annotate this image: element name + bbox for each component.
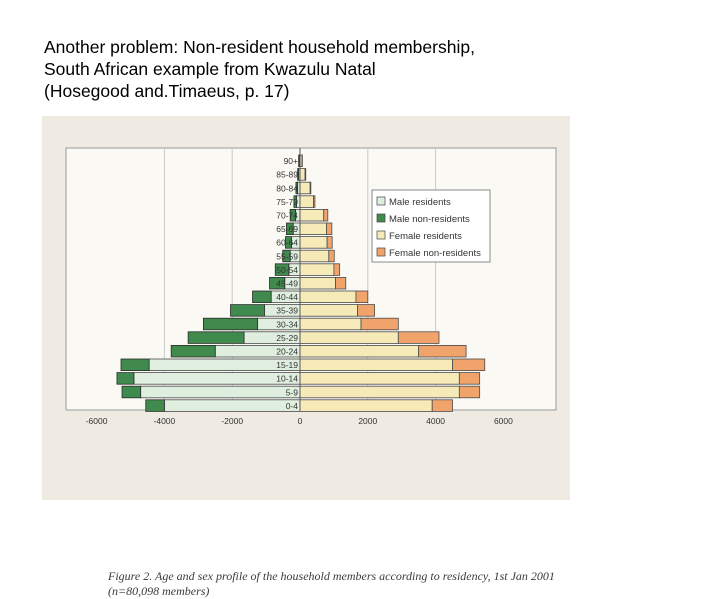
age-group-label: 5-9: [286, 387, 299, 397]
bar-male-residents: [134, 373, 300, 385]
bar-male-nonresidents: [171, 345, 215, 357]
legend-entry: Female residents: [389, 231, 462, 242]
figure-caption-line-2: (n=80,098 members): [108, 584, 598, 599]
bar-female-nonresidents: [432, 400, 452, 412]
bar-female-residents: [300, 386, 459, 398]
age-group-label: 10-14: [276, 374, 298, 384]
legend-entry: Male residents: [389, 197, 451, 208]
age-group-label: 70-74: [276, 211, 298, 221]
bar-female-nonresidents: [324, 209, 328, 221]
bar-female-nonresidents: [327, 237, 332, 249]
bar-female-residents: [300, 318, 361, 330]
figure-caption: Figure 2. Age and sex profile of the hou…: [108, 569, 598, 599]
bar-female-nonresidents: [336, 277, 346, 289]
bar-female-residents: [300, 332, 398, 344]
bar-female-nonresidents: [314, 196, 315, 208]
bar-female-nonresidents: [334, 264, 340, 276]
age-group-label: 90+: [284, 156, 298, 166]
age-group-label: 50-54: [276, 265, 298, 275]
x-tick-label: 2000: [358, 416, 377, 426]
bar-female-nonresidents: [453, 359, 485, 371]
age-group-label: 85-89: [276, 170, 298, 180]
bar-male-nonresidents: [146, 400, 165, 412]
bar-female-residents: [300, 209, 324, 221]
bar-female-residents: [300, 264, 334, 276]
age-group-label: 80-84: [276, 183, 298, 193]
bar-male-nonresidents: [122, 386, 141, 398]
bar-male-nonresidents: [188, 332, 244, 344]
age-group-label: 0-4: [286, 401, 299, 411]
bar-female-residents: [300, 345, 419, 357]
bar-female-residents: [300, 223, 326, 235]
bar-female-residents: [300, 182, 310, 194]
bar-male-nonresidents: [299, 155, 300, 167]
bar-female-nonresidents: [398, 332, 439, 344]
bar-female-nonresidents: [305, 169, 306, 181]
age-group-label: 45-49: [276, 279, 298, 289]
age-group-label: 25-29: [276, 333, 298, 343]
bar-female-residents: [300, 250, 329, 262]
bar-female-nonresidents: [459, 386, 479, 398]
bar-female-nonresidents: [329, 250, 334, 262]
legend-swatch: [377, 231, 385, 239]
age-group-label: 75-79: [276, 197, 298, 207]
population-pyramid-chart: 0-4 5-9 10-14 15-19 20-24 25-29 30-34 35-39 40-4…: [42, 116, 570, 500]
figure-caption-line-1: Figure 2. Age and sex profile of the hou…: [108, 569, 598, 584]
bar-female-residents: [300, 169, 305, 181]
legend-entry: Female non-residents: [389, 248, 481, 259]
bar-female-residents: [300, 277, 336, 289]
bar-female-nonresidents: [459, 373, 479, 385]
bar-female-nonresidents: [326, 223, 331, 235]
bar-female-residents: [300, 196, 314, 208]
bar-male-nonresidents: [117, 373, 134, 385]
bar-male-nonresidents: [231, 305, 265, 317]
bar-female-nonresidents: [419, 345, 466, 357]
bar-male-residents: [141, 386, 300, 398]
x-tick-label: -6000: [86, 416, 108, 426]
x-tick-label: 6000: [494, 416, 513, 426]
legend-entry: Male non-residents: [389, 214, 470, 225]
age-group-label: 15-19: [276, 360, 298, 370]
x-tick-label: 4000: [426, 416, 445, 426]
age-group-label: 35-39: [276, 306, 298, 316]
legend-swatch: [377, 214, 385, 222]
bar-female-nonresidents: [361, 318, 398, 330]
bar-female-residents: [300, 400, 432, 412]
bar-female-residents: [300, 373, 459, 385]
age-group-label: 40-44: [276, 292, 298, 302]
scanned-figure: 0-4 5-9 10-14 15-19 20-24 25-29 30-34 35-39 40-4…: [42, 116, 570, 500]
legend-swatch: [377, 197, 385, 205]
bar-female-nonresidents: [356, 291, 368, 303]
x-tick-label: 0: [298, 416, 303, 426]
legend-swatch: [377, 248, 385, 256]
age-group-label: 55-59: [276, 251, 298, 261]
x-tick-label: -4000: [154, 416, 176, 426]
age-group-label: 30-34: [276, 319, 298, 329]
age-group-label: 65-69: [276, 224, 298, 234]
bar-male-nonresidents: [203, 318, 257, 330]
bar-female-residents: [300, 237, 327, 249]
slide-title-line-2: South African example from Kwazulu Natal: [44, 58, 684, 80]
age-group-label: 20-24: [276, 347, 298, 357]
bar-female-residents: [300, 359, 453, 371]
bar-female-nonresidents: [310, 182, 311, 194]
bar-male-nonresidents: [253, 291, 272, 303]
slide-title: Another problem: Non-resident household …: [44, 36, 684, 102]
bar-female-residents: [300, 291, 356, 303]
bar-male-nonresidents: [121, 359, 149, 371]
bar-female-residents: [300, 305, 358, 317]
slide-title-line-3: (Hosegood and.Timaeus, p. 17): [44, 80, 684, 102]
slide-title-line-1: Another problem: Non-resident household …: [44, 36, 684, 58]
age-group-label: 60-64: [276, 238, 298, 248]
x-tick-label: -2000: [221, 416, 243, 426]
bar-male-residents: [164, 400, 300, 412]
bar-female-nonresidents: [358, 305, 375, 317]
